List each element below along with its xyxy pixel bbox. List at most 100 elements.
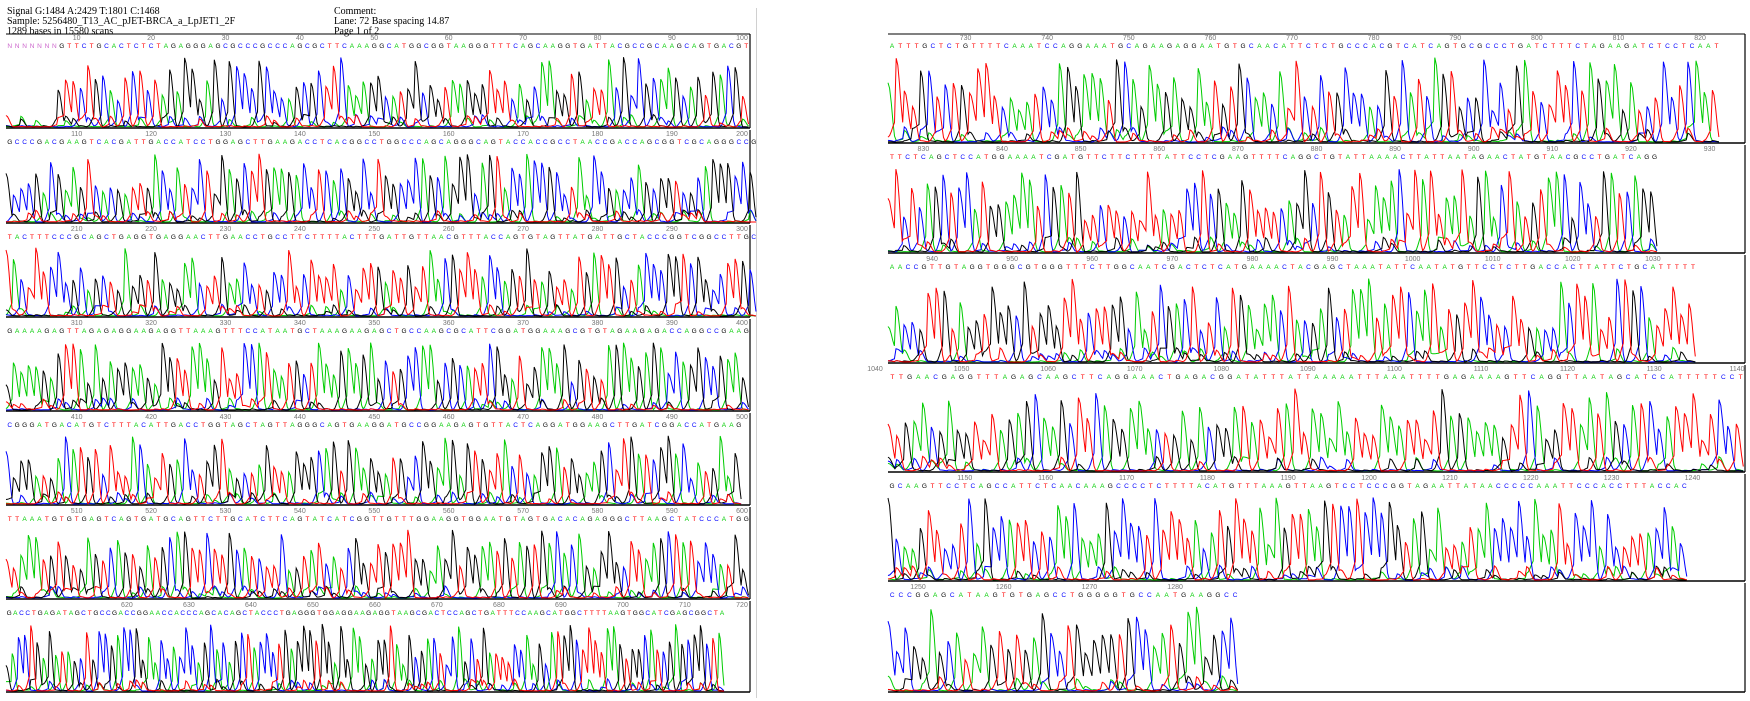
base-call: T [201, 516, 205, 523]
base-call: A [1200, 43, 1205, 50]
base-call: T [640, 516, 644, 523]
base-call: C [1528, 483, 1533, 490]
base-call: T [1691, 264, 1695, 271]
base-call: A [164, 234, 169, 241]
base-call: T [714, 610, 718, 617]
base-call: T [1306, 374, 1310, 381]
base-call: G [461, 139, 466, 146]
trace-G [887, 613, 1239, 692]
base-call: A [670, 43, 675, 50]
base-call: C [30, 139, 35, 146]
base-call: G [364, 516, 369, 523]
trace-G [887, 389, 1744, 472]
base-call: T [602, 610, 606, 617]
tick-label: 990 [1327, 256, 1339, 263]
base-call: G [617, 234, 622, 241]
base-call: T [1475, 264, 1479, 271]
tick-label: 160 [443, 131, 455, 138]
base-call: G [439, 328, 444, 335]
base-call: T [1359, 483, 1363, 490]
tick-label: 870 [1232, 146, 1244, 153]
base-call: A [1236, 154, 1241, 161]
base-call: T [707, 422, 711, 429]
base-call: G [915, 592, 920, 599]
base-call: G [297, 43, 302, 50]
base-call: A [1650, 483, 1655, 490]
base-call: T [328, 234, 332, 241]
base-call: G [744, 328, 749, 335]
base-call: A [1595, 264, 1600, 271]
tick-label: 360 [443, 320, 455, 327]
base-call: G [1181, 592, 1186, 599]
base-call: C [253, 43, 258, 50]
base-call: C [134, 43, 139, 50]
base-call: C [211, 610, 216, 617]
base-call: A [506, 139, 511, 146]
base-call: A [69, 610, 74, 617]
base-call: C [1401, 154, 1406, 161]
base-call: C [104, 43, 109, 50]
base-call: G [1306, 154, 1311, 161]
base-call: T [559, 610, 563, 617]
base-call: T [955, 43, 959, 50]
base-call: A [1031, 154, 1036, 161]
tick-label: 1270 [1082, 584, 1098, 591]
base-call: A [1310, 483, 1315, 490]
base-call: G [506, 328, 511, 335]
base-call: A [652, 610, 657, 617]
base-call: A [1349, 374, 1354, 381]
base-call: A [1265, 43, 1270, 50]
base-call: A [194, 328, 199, 335]
base-call: C [100, 610, 105, 617]
base-call: C [521, 139, 526, 146]
base-call: C [655, 422, 660, 429]
tick-label: 480 [592, 414, 604, 421]
base-call: A [469, 328, 474, 335]
base-call: A [350, 328, 355, 335]
base-call: T [996, 43, 1000, 50]
base-call: T [1294, 483, 1298, 490]
base-call: G [528, 43, 533, 50]
base-call: T [402, 234, 406, 241]
base-call: A [1362, 264, 1367, 271]
base-call: G [744, 234, 749, 241]
base-call: C [327, 516, 332, 523]
base-call: A [1608, 43, 1613, 50]
base-call: A [1370, 264, 1375, 271]
tick-label: 1120 [1560, 366, 1575, 373]
base-call: A [692, 43, 697, 50]
tick-label: 950 [1006, 256, 1018, 263]
base-call: T [1561, 483, 1565, 490]
base-call: T [915, 43, 919, 50]
base-call: G [968, 374, 973, 381]
base-call: C [1494, 43, 1499, 50]
base-call: G [75, 610, 80, 617]
base-call: G [721, 328, 726, 335]
base-call: T [1362, 154, 1366, 161]
base-call: C [670, 328, 675, 335]
base-call: G [454, 328, 459, 335]
base-call: G [216, 422, 221, 429]
base-call: A [916, 374, 921, 381]
base-call: N [37, 43, 42, 50]
base-call: A [283, 328, 288, 335]
base-call: G [1115, 374, 1120, 381]
base-call: A [255, 610, 260, 617]
base-call: G [1298, 154, 1303, 161]
base-call: C [59, 234, 64, 241]
base-call: C [350, 234, 355, 241]
base-call: T [627, 610, 631, 617]
base-call: A [722, 422, 727, 429]
base-call: C [1076, 483, 1081, 490]
trace-T [5, 529, 749, 599]
base-call: C [714, 234, 719, 241]
base-call: A [1011, 483, 1016, 490]
base-call: T [1098, 264, 1102, 271]
base-call: G [7, 328, 12, 335]
base-call: G [454, 234, 459, 241]
base-call: C [603, 139, 608, 146]
base-call: G [963, 43, 968, 50]
base-call: A [174, 610, 179, 617]
base-call: C [995, 483, 1000, 490]
base-call: G [67, 516, 72, 523]
